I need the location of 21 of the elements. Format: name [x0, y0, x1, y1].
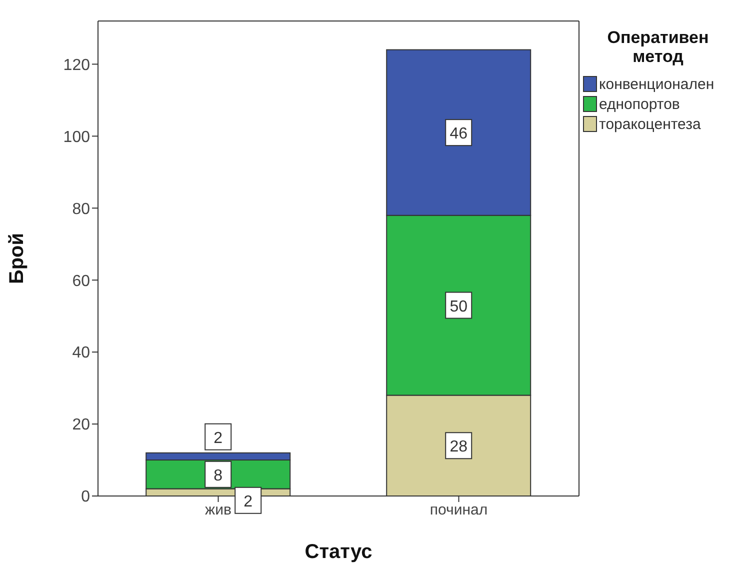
- legend-label: торакоцентеза: [599, 116, 701, 132]
- data-label: 2: [244, 493, 253, 510]
- x-tick-label: починал: [430, 502, 488, 519]
- y-tick-label: 100: [63, 128, 90, 146]
- y-tick-label: 0: [81, 488, 90, 506]
- legend-label: конвенционален: [599, 76, 714, 92]
- x-tick-label: жив: [205, 502, 232, 519]
- x-axis-title: Статус: [304, 541, 372, 563]
- y-axis-title: Брой: [6, 232, 28, 284]
- legend-label: еднопортов: [599, 96, 680, 112]
- y-tick-label: 80: [72, 200, 90, 218]
- legend-title: Оперативен метод: [606, 28, 710, 66]
- y-tick-label: 40: [72, 344, 90, 362]
- data-label: 46: [450, 126, 468, 143]
- data-label: 8: [214, 467, 223, 484]
- y-tick-label: 120: [63, 56, 90, 74]
- y-tick-label: 20: [72, 416, 90, 434]
- data-label: 2: [214, 430, 223, 447]
- data-label: 50: [450, 298, 468, 316]
- y-tick-label: 60: [72, 272, 90, 290]
- data-label: 28: [450, 438, 468, 456]
